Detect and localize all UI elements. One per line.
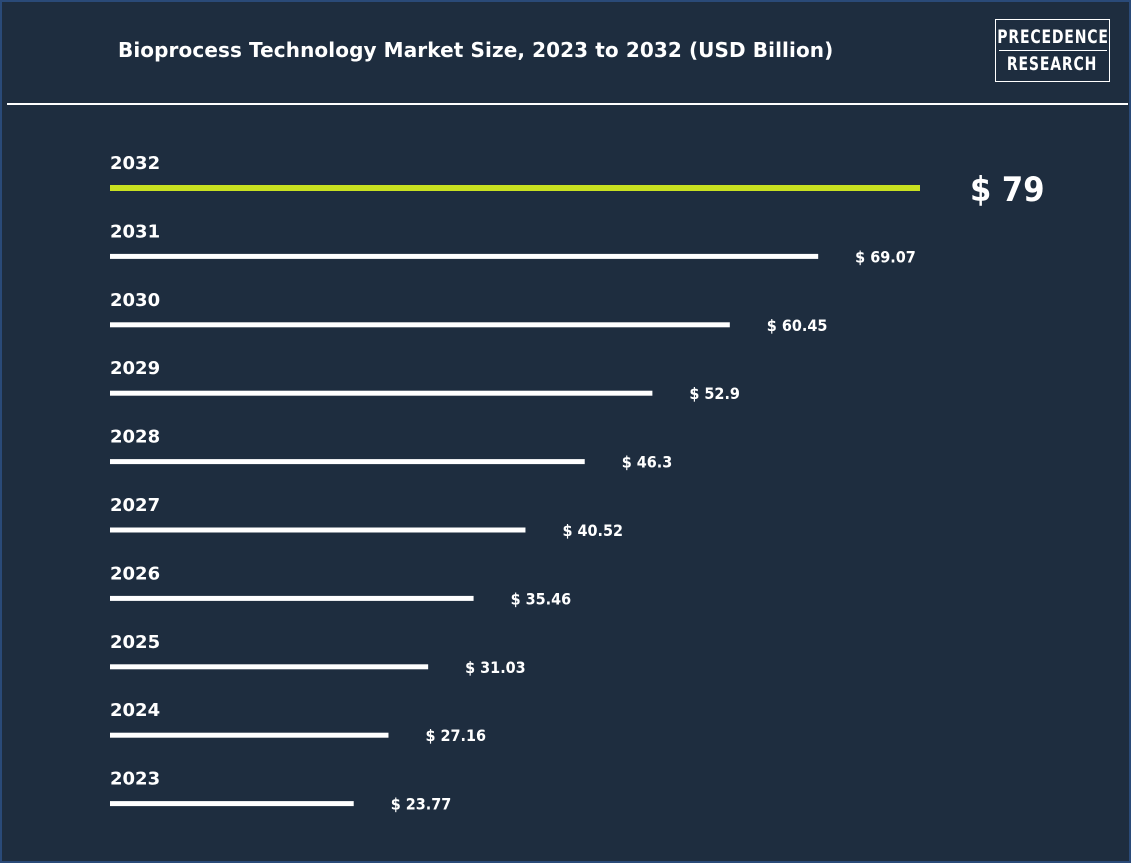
year-label-2032: 2032 — [110, 153, 160, 174]
value-label-2024: $ 27.16 — [425, 726, 486, 745]
value-label-2030: $ 60.45 — [767, 316, 828, 335]
bar-2027 — [110, 527, 526, 533]
year-label-2026: 2026 — [110, 563, 160, 584]
year-label-2027: 2027 — [110, 495, 160, 516]
bar-2023 — [110, 801, 354, 807]
year-label-2031: 2031 — [110, 221, 160, 242]
value-label-2027: $ 40.52 — [562, 521, 623, 540]
bar-2028 — [110, 459, 585, 465]
year-label-2028: 2028 — [110, 427, 160, 448]
bar-2024 — [110, 732, 389, 738]
year-label-2023: 2023 — [110, 769, 160, 790]
year-label-2024: 2024 — [110, 700, 160, 721]
year-label-2029: 2029 — [110, 358, 160, 379]
bar-2029 — [110, 390, 653, 396]
header-divider — [7, 103, 1128, 105]
bar-2026 — [110, 595, 474, 601]
value-label-2023: $ 23.77 — [391, 795, 452, 814]
precedence-research-logo: PRECEDENCE RESEARCH — [995, 19, 1110, 82]
value-label-2026: $ 35.46 — [511, 589, 572, 608]
year-label-2030: 2030 — [110, 290, 160, 311]
year-label-2025: 2025 — [110, 632, 160, 653]
bar-2025 — [110, 664, 429, 670]
value-label-2025: $ 31.03 — [465, 658, 526, 677]
logo-divider — [998, 49, 1107, 52]
logo-line-1: PRECEDENCE — [996, 25, 1109, 48]
chart-title: Bioprocess Technology Market Size, 2023 … — [118, 38, 834, 62]
bar-2030 — [110, 322, 730, 328]
bar-2031 — [110, 253, 819, 259]
value-label-2032: $ 79 — [970, 170, 1045, 210]
value-label-2031: $ 69.07 — [855, 247, 916, 266]
value-label-2028: $ 46.3 — [622, 453, 673, 472]
bar-2032 — [110, 185, 920, 191]
logo-line-2: RESEARCH — [1007, 53, 1098, 76]
value-label-2029: $ 52.9 — [689, 384, 740, 403]
